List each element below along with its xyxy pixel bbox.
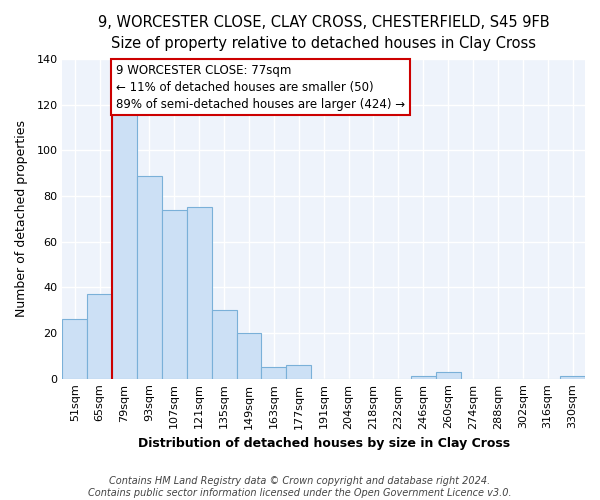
Bar [87,294,112,378]
Bar [187,208,212,378]
Bar [112,110,137,378]
X-axis label: Distribution of detached houses by size in Clay Cross: Distribution of detached houses by size … [137,437,510,450]
Text: Contains HM Land Registry data © Crown copyright and database right 2024.
Contai: Contains HM Land Registry data © Crown c… [88,476,512,498]
Text: 9 WORCESTER CLOSE: 77sqm
← 11% of detached houses are smaller (50)
89% of semi-d: 9 WORCESTER CLOSE: 77sqm ← 11% of detach… [116,64,405,110]
Bar [560,376,585,378]
Bar [212,310,236,378]
Title: 9, WORCESTER CLOSE, CLAY CROSS, CHESTERFIELD, S45 9FB
Size of property relative : 9, WORCESTER CLOSE, CLAY CROSS, CHESTERF… [98,15,550,51]
Bar [62,320,87,378]
Bar [262,368,286,378]
Bar [236,333,262,378]
Bar [286,365,311,378]
Bar [411,376,436,378]
Bar [436,372,461,378]
Y-axis label: Number of detached properties: Number of detached properties [15,120,28,318]
Bar [137,176,162,378]
Bar [162,210,187,378]
